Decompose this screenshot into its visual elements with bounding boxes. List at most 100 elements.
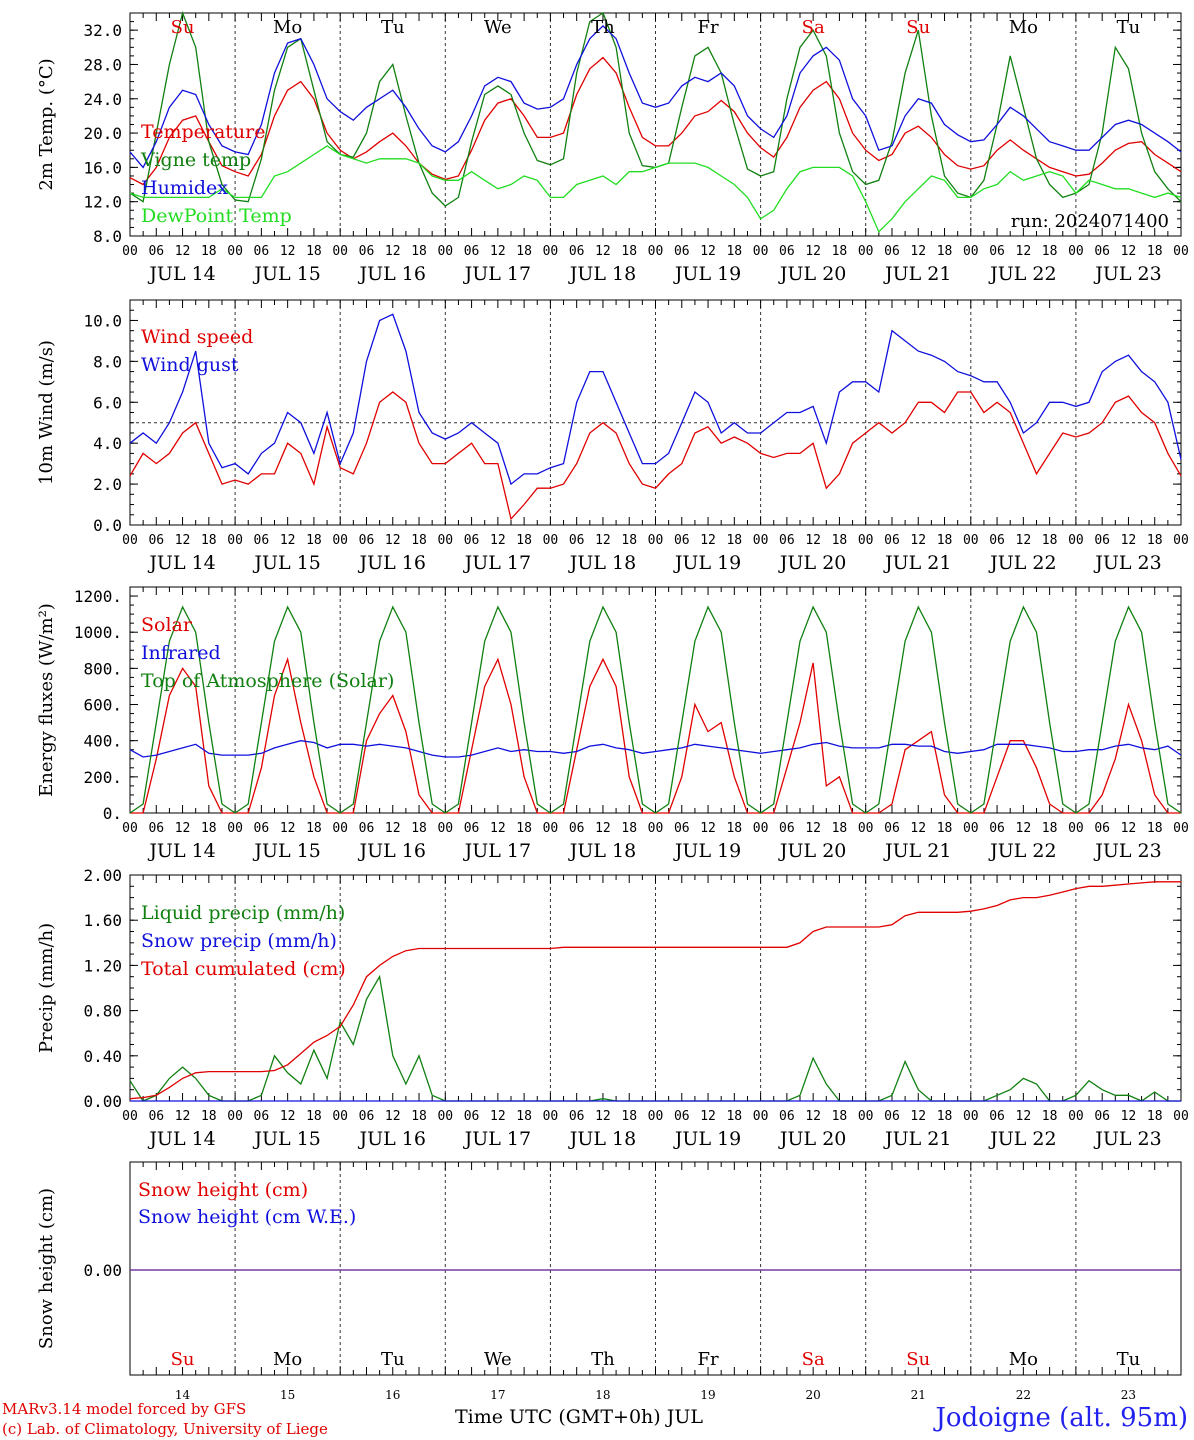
- y-tick-label: 1200.: [74, 587, 122, 606]
- day-number-label: 19: [700, 1388, 715, 1402]
- hour-tick-label: 18: [1042, 533, 1058, 548]
- y-axis-label: Snow height (cm): [36, 1188, 57, 1349]
- day-number-label: 21: [911, 1388, 926, 1402]
- hour-tick-label: 00: [227, 533, 243, 548]
- legend-entry: DewPoint Temp: [141, 205, 292, 227]
- date-label: JUL 19: [673, 1128, 741, 1150]
- hour-tick-label: 00: [437, 1109, 453, 1124]
- hour-tick-label: 12: [595, 1109, 611, 1124]
- weekday-label: Tu: [381, 17, 405, 38]
- hour-tick-label: 12: [385, 244, 401, 259]
- station-name: Jodoigne (alt. 95m): [935, 1403, 1188, 1433]
- legend-entry: Humidex: [141, 177, 228, 199]
- hour-tick-label: 18: [201, 244, 217, 259]
- y-tick-label: 10.0: [83, 311, 122, 330]
- time-axis-label: Time UTC (GMT+0h) JUL: [455, 1406, 703, 1428]
- weekday-label: Fr: [698, 17, 719, 38]
- date-label: JUL 14: [147, 263, 215, 285]
- date-label: JUL 15: [252, 552, 320, 574]
- legend-entry: Infrared: [141, 642, 221, 664]
- hour-tick-label: 06: [674, 533, 690, 548]
- hour-tick-label: 06: [1094, 821, 1110, 836]
- hour-tick-label: 06: [464, 244, 480, 259]
- legend-entry: Liquid precip (mm/h): [141, 902, 345, 924]
- hour-tick-label: 18: [621, 821, 637, 836]
- date-label: JUL 17: [463, 840, 531, 862]
- hour-tick-label: 00: [437, 244, 453, 259]
- hour-tick-label: 00: [543, 244, 559, 259]
- legend-entry: Temperature: [141, 121, 265, 143]
- date-label: JUL 21: [883, 552, 951, 574]
- weekday-label: Su: [171, 1349, 195, 1370]
- hour-tick-label: 18: [1042, 821, 1058, 836]
- hour-tick-label: 18: [411, 244, 427, 259]
- date-label: JUL 16: [358, 552, 426, 574]
- hour-tick-label: 12: [910, 244, 926, 259]
- legend-entry: Snow height (cm W.E.): [138, 1206, 356, 1228]
- hour-tick-label: 12: [280, 1109, 296, 1124]
- hour-tick-label: 06: [359, 244, 375, 259]
- y-tick-label: 16.0: [83, 158, 122, 177]
- hour-tick-label: 12: [385, 1109, 401, 1124]
- series-line: [129, 24, 1182, 169]
- hour-tick-label: 00: [1173, 533, 1189, 548]
- hour-tick-label: 06: [884, 533, 900, 548]
- hour-tick-label: 00: [122, 821, 138, 836]
- date-label: JUL 16: [358, 263, 426, 285]
- date-label: JUL 16: [358, 840, 426, 862]
- hour-tick-label: 12: [1016, 821, 1032, 836]
- weekday-label: Su: [906, 17, 930, 38]
- hour-tick-label: 18: [306, 1109, 322, 1124]
- hour-tick-label: 06: [884, 244, 900, 259]
- legend-entry: Total cumulated (cm): [141, 958, 346, 980]
- hour-tick-label: 18: [832, 1109, 848, 1124]
- date-label: JUL 14: [147, 840, 215, 862]
- weekday-label: Mo: [1009, 17, 1038, 38]
- hour-tick-label: 12: [700, 244, 716, 259]
- panel-4: 0.00 0.40 0.80 1.20 1.60 2.00 Precip (mm/h) Liq…: [36, 866, 1189, 1150]
- date-label: JUL 20: [778, 263, 846, 285]
- hour-tick-label: 18: [832, 533, 848, 548]
- hour-tick-label: 06: [674, 1109, 690, 1124]
- weekday-label: Fr: [698, 1349, 719, 1370]
- hour-tick-label: 18: [306, 821, 322, 836]
- series-line: [129, 56, 1182, 186]
- hour-tick-label: 00: [753, 1109, 769, 1124]
- day-number-label: 16: [385, 1388, 400, 1402]
- hour-tick-label: 06: [359, 1109, 375, 1124]
- hour-tick-label: 12: [385, 533, 401, 548]
- hour-tick-label: 12: [280, 821, 296, 836]
- date-label: JUL 15: [252, 840, 320, 862]
- hour-tick-label: 12: [910, 533, 926, 548]
- hour-tick-label: 00: [963, 1109, 979, 1124]
- hour-tick-label: 00: [1068, 533, 1084, 548]
- hour-tick-label: 06: [989, 533, 1005, 548]
- y-tick-label: 8.0: [93, 227, 122, 246]
- y-tick-label: 0.: [103, 804, 122, 823]
- weekday-label: Tu: [1117, 1349, 1141, 1370]
- hour-tick-label: 00: [648, 1109, 664, 1124]
- hour-tick-label: 06: [1094, 1109, 1110, 1124]
- hour-tick-label: 00: [1068, 1109, 1084, 1124]
- series-line: [129, 313, 1182, 486]
- hour-tick-label: 00: [753, 244, 769, 259]
- y-tick-label: 28.0: [83, 55, 122, 74]
- hour-tick-label: 18: [1147, 244, 1163, 259]
- weekday-label: Sa: [802, 1349, 825, 1370]
- hour-tick-label: 06: [359, 533, 375, 548]
- legend-entry: Wind speed: [141, 326, 253, 348]
- date-label: JUL 22: [988, 552, 1056, 574]
- hour-tick-label: 06: [779, 821, 795, 836]
- hour-tick-label: 18: [516, 1109, 532, 1124]
- series-line: [129, 881, 1181, 1100]
- panel-2: 0.0 2.0 4.0 6.0 8.0 10.0 10m Wind (m/s) Wind sp…: [36, 299, 1189, 574]
- hour-tick-label: 06: [148, 244, 164, 259]
- hour-tick-label: 12: [385, 821, 401, 836]
- date-label: JUL 17: [463, 1128, 531, 1150]
- hour-tick-label: 18: [516, 821, 532, 836]
- weekday-label: We: [484, 1349, 512, 1370]
- hour-tick-label: 12: [805, 1109, 821, 1124]
- hour-tick-label: 00: [1068, 244, 1084, 259]
- hour-tick-label: 00: [648, 821, 664, 836]
- hour-tick-label: 18: [201, 533, 217, 548]
